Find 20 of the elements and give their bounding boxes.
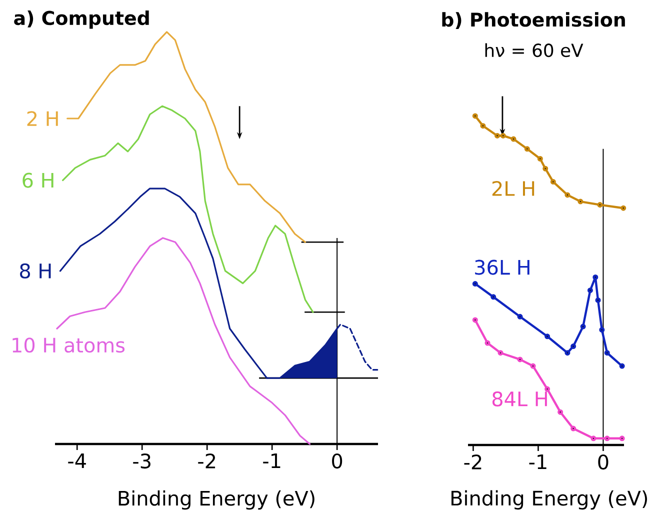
series-label: 10 H atoms (12, 338, 125, 353)
x-tick-label: 0 (332, 454, 342, 469)
series-label: 8 H (20, 263, 51, 278)
x-tick-label: 0 (598, 454, 608, 470)
x-tick-label: -2 (198, 454, 216, 468)
chart-title: a) Computed (14, 10, 149, 29)
x-axis-title: Binding Energy (eV) (118, 490, 314, 510)
x-tick-label: -2 (464, 454, 482, 470)
x-tick-label: -3 (133, 454, 150, 469)
chart-title: b) Photoemission (442, 12, 625, 30)
series-label: 84L H (492, 391, 547, 406)
x-tick-label: -1 (529, 454, 546, 470)
x-tick-label: -1 (263, 454, 280, 468)
series-label: 2L H (492, 180, 534, 196)
chart-subtitle: hν = 60 eV (485, 43, 584, 58)
series-label: 2 H (27, 111, 58, 126)
x-tick-label: -4 (68, 454, 86, 468)
series-label: 6 H (22, 172, 54, 188)
x-axis-title: Binding Energy (eV) (452, 490, 648, 510)
series-label: 36L H (475, 260, 530, 275)
